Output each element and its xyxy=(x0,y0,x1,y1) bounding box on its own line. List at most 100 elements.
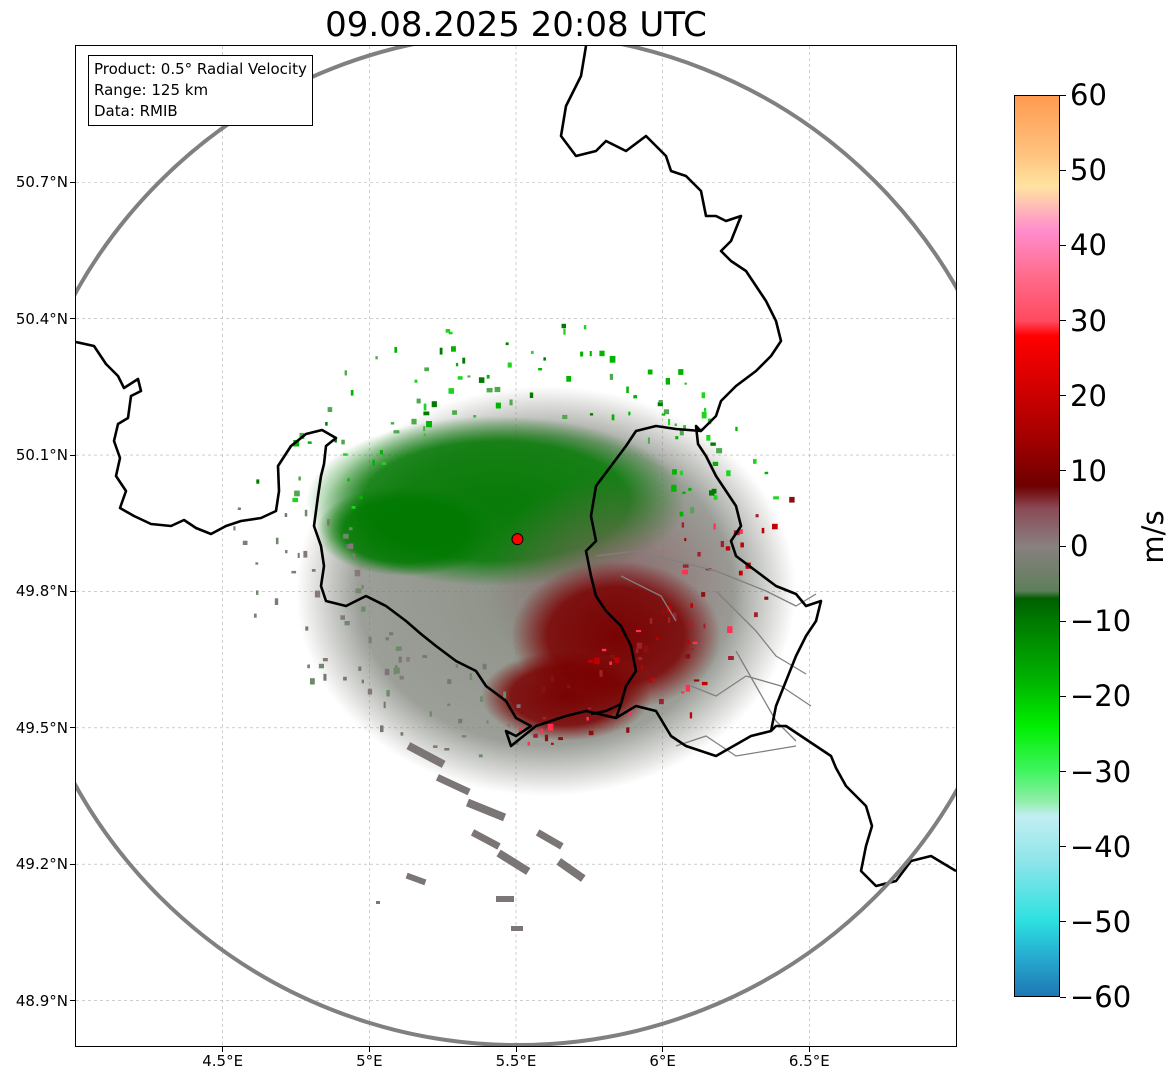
echo-speckle xyxy=(426,421,432,428)
echo-speckle xyxy=(423,433,426,437)
echo-speckle xyxy=(649,617,653,624)
echo-speckle xyxy=(297,552,300,558)
radar-map[interactable] xyxy=(75,45,957,1047)
lat-tick-label-6: 48.9°N xyxy=(15,991,68,1010)
lat-tick-6 xyxy=(70,1000,75,1002)
echo-speckle xyxy=(690,507,695,514)
echo-speckle xyxy=(682,564,689,568)
echo-speckle xyxy=(467,375,471,378)
echo-speckle xyxy=(355,588,362,594)
echo-speckle xyxy=(655,637,659,640)
echo-speckle xyxy=(673,612,677,619)
map-title: 09.08.2025 20:08 UTC xyxy=(325,5,707,45)
echo-speckle xyxy=(647,437,650,444)
colorbar-tick-label-4: 20 xyxy=(1070,378,1107,413)
echo-speckle xyxy=(469,676,473,680)
radar-echoes xyxy=(233,323,796,931)
colorbar-tick-12 xyxy=(1060,996,1066,998)
echo-speckle xyxy=(431,401,437,408)
radar-map-canvas xyxy=(76,46,956,1046)
echo-speckle xyxy=(393,430,400,434)
echo-speckle xyxy=(550,675,554,683)
echo-speckle xyxy=(327,519,330,526)
echo-speckle xyxy=(661,413,666,416)
colorbar-tick-label-3: 30 xyxy=(1070,303,1107,338)
echo-speckle xyxy=(322,658,328,662)
colorbar-tick-7 xyxy=(1060,620,1066,622)
echo-speckle xyxy=(237,507,241,510)
echo-speckle xyxy=(686,640,690,645)
echo-speckle xyxy=(533,733,538,738)
echo-speckle xyxy=(527,741,530,746)
echo-speckle xyxy=(692,641,698,645)
echo-speckle xyxy=(341,439,345,445)
lon-tick-1 xyxy=(368,1047,370,1052)
echo-speckle xyxy=(398,656,402,663)
echo-speckle xyxy=(693,679,700,682)
echo-speckle xyxy=(448,331,453,335)
echo-speckle xyxy=(509,399,513,406)
echo-speckle xyxy=(505,342,509,346)
echo-speckle xyxy=(761,527,765,534)
lon-tick-label-4: 6.5°E xyxy=(788,1052,830,1070)
echo-speckle xyxy=(275,537,279,545)
echo-speckle xyxy=(609,373,613,380)
echo-speckle xyxy=(661,610,666,616)
lon-tick-3 xyxy=(662,1047,664,1052)
echo-speckle xyxy=(291,570,297,574)
echo-speckle xyxy=(679,429,684,436)
echo-speckle xyxy=(710,442,716,446)
echo-speckle xyxy=(494,386,501,393)
echo-speckle xyxy=(713,495,718,500)
echo-speckle xyxy=(688,487,692,491)
echo-speckle xyxy=(614,657,620,663)
echo-speckle xyxy=(690,648,694,651)
lat-tick-label-4: 49.5°N xyxy=(15,718,68,737)
echo-speckles xyxy=(233,323,795,758)
echo-speckle xyxy=(753,459,757,464)
echo-speckle xyxy=(610,655,615,659)
echo-speckle xyxy=(672,469,677,475)
echo-speckle xyxy=(393,667,400,674)
colorbar-tick-10 xyxy=(1060,846,1066,848)
echo-speckle xyxy=(738,570,743,576)
echo-speckle xyxy=(638,656,643,661)
lat-tick-0 xyxy=(70,181,75,183)
echo-speckle xyxy=(659,698,664,705)
echo-speckle xyxy=(663,409,670,415)
echo-speckle xyxy=(486,374,490,379)
echo-speckle xyxy=(563,328,566,335)
echo-speckle xyxy=(716,448,723,454)
echo-speckle xyxy=(737,529,743,534)
echo-speckle xyxy=(310,678,315,685)
echo-speckle xyxy=(439,347,443,355)
echo-speckle xyxy=(651,678,655,682)
lon-tick-label-0: 4.5°E xyxy=(202,1052,244,1070)
lat-tick-1 xyxy=(70,318,75,320)
echo-speckle xyxy=(303,550,308,558)
colorbar-tick-label-1: 50 xyxy=(1070,153,1107,188)
echo-speckle xyxy=(380,725,384,733)
echo-speckle xyxy=(478,754,483,758)
colorbar-tick-label-8: −20 xyxy=(1070,679,1132,714)
echo-speckle xyxy=(611,414,615,421)
echo-speckle xyxy=(350,390,354,396)
radar-location-marker[interactable] xyxy=(511,533,524,546)
info-product: Product: 0.5° Radial Velocity xyxy=(94,60,307,78)
echo-speckle xyxy=(455,664,458,668)
echo-speckle xyxy=(682,569,688,575)
echo-speckle xyxy=(551,742,554,745)
echo-speckle xyxy=(298,476,301,481)
echo-speckle xyxy=(635,648,639,653)
echo-speckle xyxy=(482,663,487,670)
echo-speckle xyxy=(343,676,347,681)
echo-speckle xyxy=(773,496,779,500)
echo-speckle xyxy=(599,670,603,677)
echo-speckle xyxy=(233,526,236,531)
colorbar-tick-label-7: −10 xyxy=(1070,604,1132,639)
echo-speckle xyxy=(478,377,485,383)
echo-speckle xyxy=(720,541,724,548)
echo-speckle xyxy=(671,484,677,492)
echo-speckle xyxy=(633,395,638,399)
echo-speckle xyxy=(542,716,546,720)
